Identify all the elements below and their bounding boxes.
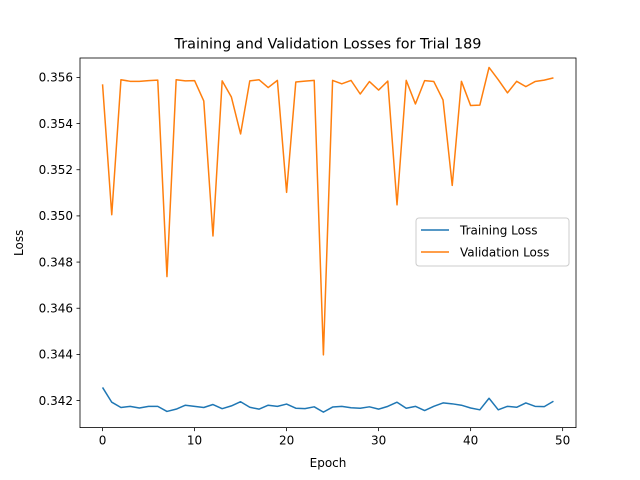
x-tick-label: 20: [279, 434, 294, 448]
x-tick-label: 0: [99, 434, 107, 448]
y-tick-label: 0.354: [39, 117, 73, 131]
y-tick-label: 0.352: [39, 163, 73, 177]
training-loss-line: [101, 387, 554, 413]
axis-ticks: 0 10 20 30 40 50 0.342 0.344 0.346 0.348 0.350 0.35…: [39, 71, 571, 448]
legend-box: [415, 217, 570, 267]
y-tick-label: 0.350: [39, 209, 73, 223]
plot-lines: [101, 66, 554, 413]
y-tick-label: 0.348: [39, 255, 73, 269]
y-tick-label: 0.356: [39, 71, 73, 85]
y-axis-label: Loss: [12, 230, 26, 256]
x-axis-label: Epoch: [310, 456, 347, 470]
x-tick-label: 30: [371, 434, 386, 448]
y-tick-label: 0.346: [39, 302, 73, 316]
chart-title: Training and Validation Losses for Trial…: [174, 37, 482, 53]
validation-loss-line: [101, 66, 554, 356]
legend: Training Loss Validation Loss: [415, 217, 570, 267]
legend-label-training: Training Loss: [459, 224, 537, 238]
x-tick-label: 40: [463, 434, 478, 448]
x-tick-label: 50: [555, 434, 570, 448]
y-tick-label: 0.344: [39, 348, 73, 362]
plot-frame: [79, 57, 577, 429]
legend-label-validation: Validation Loss: [460, 246, 549, 260]
x-tick-label: 10: [187, 434, 202, 448]
y-tick-label: 0.342: [39, 394, 73, 408]
